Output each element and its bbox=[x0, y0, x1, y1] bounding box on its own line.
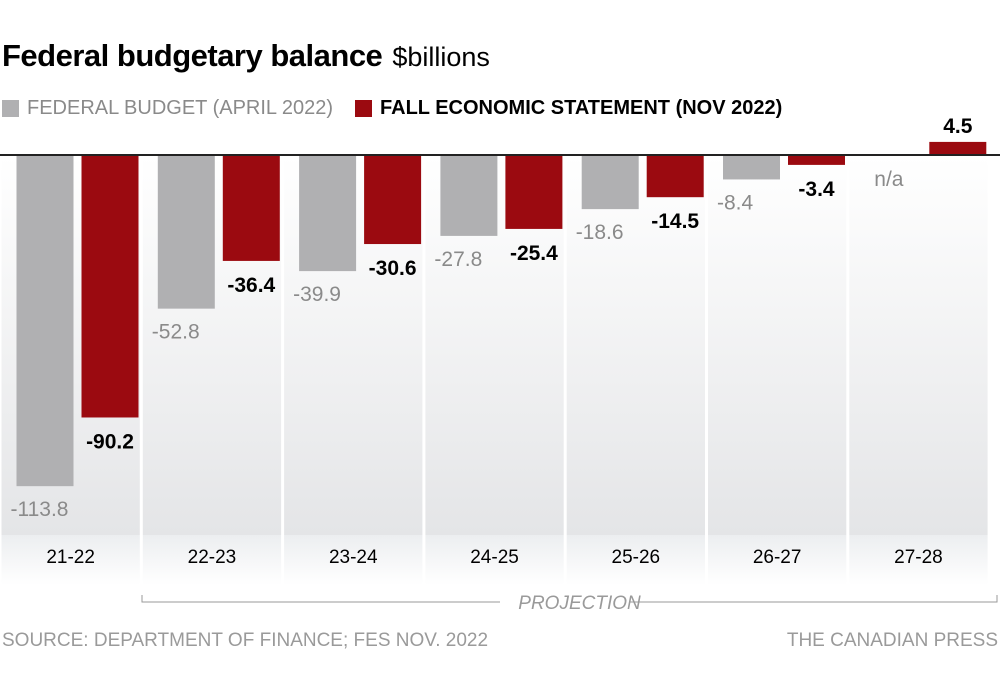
x-tick-label: 26-27 bbox=[753, 547, 802, 568]
bar-fes-21-22 bbox=[81, 155, 139, 418]
bar-budget-24-25 bbox=[440, 155, 498, 236]
x-tick-label: 22-23 bbox=[188, 547, 237, 568]
bar-budget-26-27 bbox=[723, 155, 780, 180]
bar-fes-23-24 bbox=[364, 155, 422, 245]
source-note: SOURCE: DEPARTMENT OF FINANCE; FES NOV. … bbox=[2, 630, 489, 651]
value-label-budget: -8.4 bbox=[717, 191, 754, 214]
bar-fes-27-28 bbox=[929, 141, 987, 155]
value-label-fes: -14.5 bbox=[651, 210, 699, 233]
x-tick-label: 25-26 bbox=[612, 547, 661, 568]
value-label-budget: -39.9 bbox=[293, 283, 341, 306]
value-label-fes: -36.4 bbox=[227, 274, 275, 297]
bar-budget-25-26 bbox=[581, 155, 639, 210]
credit: THE CANADIAN PRESS bbox=[786, 630, 998, 651]
projection-bracket-left bbox=[141, 595, 500, 603]
legend-label-fes: FALL ECONOMIC STATEMENT (NOV 2022) bbox=[380, 96, 783, 119]
legend-swatch-fes bbox=[355, 99, 373, 117]
category-panel bbox=[566, 156, 705, 535]
bar-budget-23-24 bbox=[299, 155, 357, 272]
bar-fes-26-27 bbox=[788, 155, 845, 165]
legend-swatch-budget bbox=[2, 99, 19, 117]
bar-budget-22-23 bbox=[157, 155, 215, 309]
category-panel bbox=[849, 156, 988, 535]
projection-bracket-right bbox=[630, 595, 998, 603]
bar-fes-24-25 bbox=[505, 155, 563, 229]
title-unit: $billions bbox=[392, 42, 490, 72]
title-text: Federal budgetary balance bbox=[2, 38, 383, 73]
value-label-budget: -52.8 bbox=[152, 321, 200, 344]
value-label-fes: -30.6 bbox=[369, 257, 417, 280]
category-panel bbox=[708, 156, 847, 535]
category-label-panel bbox=[425, 535, 564, 585]
value-label-budget: n/a bbox=[874, 168, 904, 191]
legend: FEDERAL BUDGET (APRIL 2022) FALL ECONOMI… bbox=[2, 95, 782, 121]
category-label-panel bbox=[1, 535, 140, 585]
legend-label-budget: FEDERAL BUDGET (APRIL 2022) bbox=[27, 96, 334, 119]
x-tick-label: 21-22 bbox=[46, 547, 95, 568]
value-label-fes: 4.5 bbox=[943, 115, 973, 138]
value-label-fes: -90.2 bbox=[86, 430, 134, 453]
chart-title: Federal budgetary balance $billions bbox=[2, 38, 490, 74]
value-label-budget: -113.8 bbox=[11, 498, 69, 521]
value-label-budget: -18.6 bbox=[576, 221, 624, 244]
category-label-panel bbox=[142, 535, 282, 585]
value-label-fes: -3.4 bbox=[798, 178, 835, 201]
value-label-budget: -27.8 bbox=[434, 248, 482, 271]
value-label-fes: -25.4 bbox=[510, 242, 558, 265]
bar-fes-25-26 bbox=[646, 155, 704, 198]
x-tick-label: 23-24 bbox=[329, 547, 378, 568]
x-tick-label: 24-25 bbox=[470, 547, 519, 568]
category-label-panel bbox=[708, 535, 847, 585]
bar-fes-22-23 bbox=[222, 155, 280, 261]
category-label-panel bbox=[566, 535, 705, 585]
category-label-panel bbox=[849, 535, 988, 585]
bar-budget-21-22 bbox=[16, 155, 74, 487]
x-tick-label: 27-28 bbox=[894, 547, 943, 568]
category-label-panel bbox=[284, 535, 423, 585]
projection-label: PROJECTION bbox=[518, 593, 641, 614]
